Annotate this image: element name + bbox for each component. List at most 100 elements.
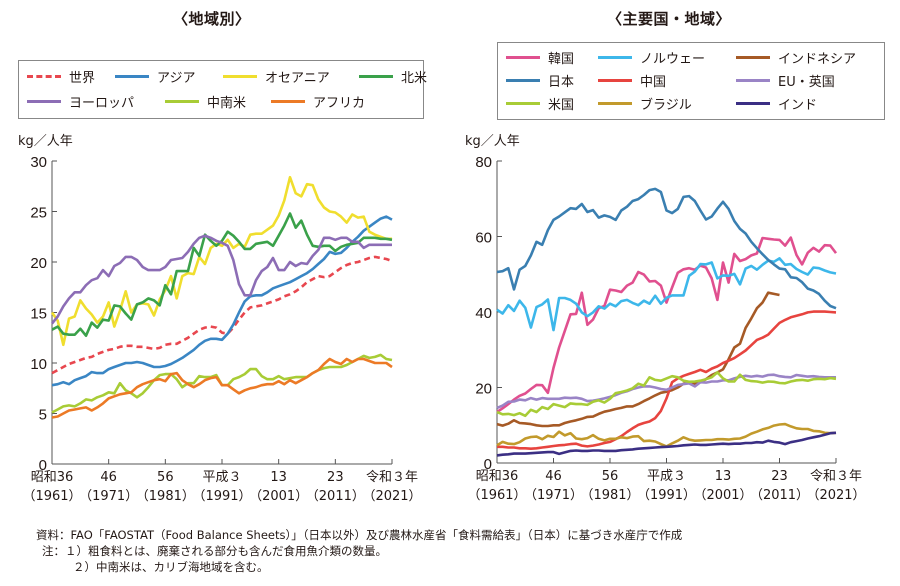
legend-label: EU・英国 (778, 75, 835, 90)
left-series-line-2 (50, 175, 392, 347)
legend-label: ヨーロッパ (69, 96, 135, 111)
legend-swatch (27, 100, 61, 103)
legend-label: 世界 (69, 71, 96, 86)
left-chart-title: 〈地域別〉 (173, 10, 251, 28)
right-series-line-5 (496, 373, 836, 410)
legend-swatch (598, 56, 632, 59)
right-series-line-0 (496, 236, 838, 414)
note-1: 注：１）粗食料とは、廃棄される部分も含んだ食用魚介類の数量。 (42, 544, 387, 558)
legend-item-korea: 韓国 (506, 48, 574, 67)
left-series-line-6 (51, 357, 393, 419)
legend-label: 米国 (548, 98, 575, 113)
legend-item-indonesia: インドネシア (736, 48, 856, 67)
legend-swatch (598, 79, 632, 82)
left-y-tick-label: 20 (30, 255, 47, 272)
legend-label: 日本 (548, 75, 575, 90)
legend-label: ブラジル (640, 98, 692, 113)
legend-item-world: 世界 (27, 67, 95, 86)
legend-label: 中国 (640, 75, 667, 90)
left-x-tick-year: （2021） (362, 489, 421, 504)
left-x-tick-label: 56 (157, 470, 174, 485)
right-series-line-4 (497, 310, 837, 451)
left-x-tick-year: （2001） (249, 489, 308, 504)
notes: 資料：FAO「FAOSTAT（Food Balance Sheets）」（日本以… (36, 527, 682, 575)
legend-swatch (736, 56, 770, 59)
legend-swatch (271, 100, 305, 103)
right-x-tick-label: 令和３年 (810, 469, 862, 484)
right-x-tick-label: 56 (602, 469, 619, 484)
left-x-tick-label: 令和３年 (366, 470, 418, 485)
legend-item-brazil: ブラジル (598, 94, 692, 113)
left-y-tick-label: 15 (30, 306, 47, 323)
legend-swatch (506, 102, 540, 105)
right-y-unit: kg／人年 (465, 134, 520, 149)
legend-swatch (506, 79, 540, 82)
left-y-unit: kg／人年 (18, 134, 73, 149)
right-x-tick-year: （1961） (467, 488, 526, 503)
right-y-tick-label: 60 (475, 230, 492, 247)
legend-item-africa: アフリカ (271, 92, 365, 111)
legend-item-asia: アジア (115, 67, 195, 86)
right-x-tick-label: 23 (771, 469, 788, 484)
legend-item-usa: 米国 (506, 94, 574, 113)
left-x-tick-label: 46 (100, 470, 117, 485)
left-x-tick-year: （2011） (306, 489, 365, 504)
left-y-tick-label: 0 (39, 457, 47, 474)
legend-swatch (598, 102, 632, 105)
legend-label: インド (778, 98, 818, 113)
source-note: 資料：FAO「FAOSTAT（Food Balance Sheets）」（日本以… (36, 528, 683, 542)
legend-item-china: 中国 (598, 71, 666, 90)
left-y-tick-label: 25 (30, 205, 47, 222)
right-series-line-8 (496, 431, 837, 457)
right-series-line-1 (496, 257, 837, 332)
left-series-line-3 (51, 212, 393, 338)
legend-item-norway: ノルウェー (598, 48, 705, 67)
right-x-tick-label: 46 (545, 469, 562, 484)
legend-swatch (359, 75, 393, 78)
right-y-tick-label: 80 (475, 154, 492, 171)
right-x-tick-year: （2021） (806, 488, 865, 503)
right-x-tick-year: （1981） (580, 488, 639, 503)
legend-swatch (736, 102, 770, 105)
legend-swatch (27, 75, 61, 78)
left-x-tick-label: 平成３ (202, 470, 241, 485)
left-x-tick-label: 23 (327, 470, 344, 485)
note-2: ２）中南米は、カリブ海地域を含む。 (73, 560, 269, 574)
legend-label: ノルウェー (640, 52, 706, 67)
left-x-tick-year: （1971） (79, 489, 138, 504)
left-y-tick-label: 10 (30, 356, 47, 373)
right-y-tick-label: 20 (475, 381, 492, 398)
legend-item-north-america: 北米 (359, 67, 427, 86)
right-series-line-6 (496, 371, 837, 418)
legend-label: アジア (157, 71, 196, 86)
left-x-tick-year: （1991） (192, 489, 251, 504)
right-x-tick-year: （2001） (693, 488, 752, 503)
right-x-tick-label: 昭和36 (476, 469, 519, 484)
right-x-tick-year: （2011） (750, 488, 809, 503)
legend-item-eu-uk: EU・英国 (736, 71, 835, 90)
right-x-tick-year: （1971） (524, 488, 583, 503)
legend-label: 韓国 (548, 52, 575, 67)
right-y-tick-label: 40 (475, 305, 492, 322)
legend-item-india: インド (736, 94, 817, 113)
legend-item-japan: 日本 (506, 71, 574, 90)
right-chart-title: 〈主要国・地域〉 (607, 10, 732, 28)
left-series-line-1 (51, 215, 393, 387)
left-y-tick-label: 5 (39, 407, 47, 424)
right-series-line-3 (496, 187, 837, 310)
legend-item-europe: ヨーロッパ (27, 92, 134, 111)
legend-swatch (736, 79, 770, 82)
left-x-tick-year: （1981） (136, 489, 195, 504)
legend-label: オセアニア (265, 71, 330, 86)
right-y-tick-label: 0 (484, 456, 492, 473)
right-x-tick-year: （1991） (637, 488, 696, 503)
legend-label: 中南米 (207, 96, 247, 111)
legend-label: 北米 (401, 71, 428, 86)
legend-item-oceania: オセアニア (223, 67, 330, 86)
legend-swatch (223, 75, 257, 78)
right-series-line-2 (496, 291, 780, 428)
left-x-tick-year: （1961） (22, 489, 81, 504)
left-y-tick-label: 30 (30, 154, 47, 171)
right-x-tick-label: 13 (715, 469, 732, 484)
